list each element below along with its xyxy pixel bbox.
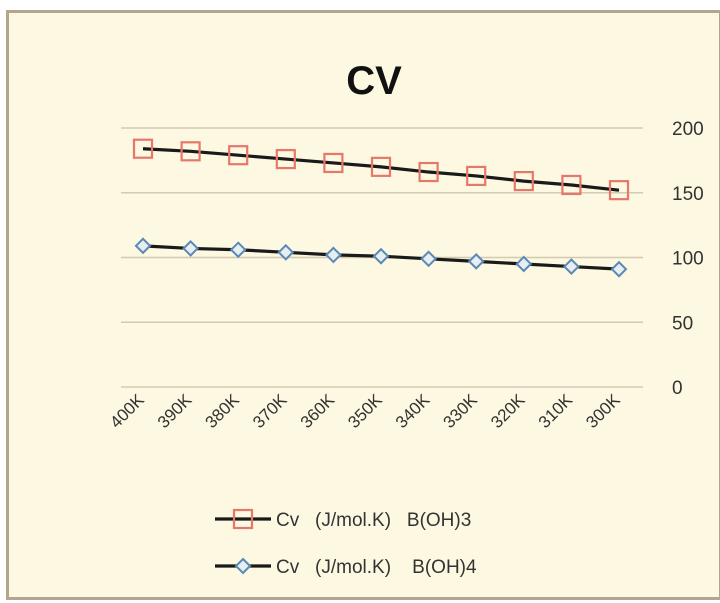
y-tick-label: 0 [672,378,683,399]
data-point [515,255,533,273]
x-tick-label: 310K [535,390,577,432]
x-tick-label: 370K [249,390,291,432]
y-axis-ticks: 0 50 100 150 200 [672,119,704,399]
y-tick-label: 50 [672,313,693,334]
data-point [561,174,582,196]
legend-item: Cv (J/mol.K) B(OH)3 [215,508,471,531]
y-tick-label: 200 [672,119,704,140]
data-point [372,247,390,265]
data-point [467,252,485,270]
data-point [275,148,296,170]
data-point [420,250,438,268]
data-point [466,165,487,187]
x-tick-label: 320K [487,390,529,432]
data-point [370,156,392,177]
x-tick-label: 300K [582,390,624,432]
x-tick-label: 360K [297,390,339,432]
x-tick-label: 400K [106,390,148,432]
legend: Cv (J/mol.K) B(OH)3 Cv (J/mol.K) B(OH)4 [215,508,477,578]
y-tick-label: 100 [672,249,704,270]
data-point [324,246,342,264]
data-point [228,145,249,166]
data-point [513,170,534,192]
y-tick-label: 150 [672,184,704,205]
data-point [418,161,439,183]
legend-label: Cv (J/mol.K) B(OH)3 [276,510,471,531]
data-point [323,152,344,174]
series-2 [134,237,628,278]
data-point [608,180,630,201]
data-point [610,260,628,278]
data-point [182,240,200,257]
x-axis-ticks: 400K 390K 380K 370K 360K 350K 340K 330K 320K 310K… [106,390,624,432]
series-1 [132,138,630,201]
x-tick-label: 350K [344,390,386,432]
legend-marker-swatch [232,508,254,530]
x-tick-label: 380K [202,390,244,432]
series-line [142,147,620,192]
chart-title: CV [346,59,402,103]
chart-svg: CV 0 50 100 150 200 400K 390K 380K 370K 360K 350K… [106,59,704,578]
series-layer [132,138,630,278]
x-tick-label: 330K [440,390,482,432]
legend-item: Cv (J/mol.K) B(OH)4 [215,557,477,578]
data-point [134,237,152,255]
chart-frame: CV 0 50 100 150 200 400K 390K 380K 370K 360K 350K… [6,10,720,600]
data-point [277,243,295,261]
legend-marker-swatch [234,557,252,575]
data-point [229,241,247,259]
x-tick-label: 390K [154,390,196,432]
x-tick-label: 340K [392,390,434,432]
data-point [180,141,201,162]
data-point [562,258,580,275]
legend-label: Cv (J/mol.K) B(OH)4 [276,557,477,578]
data-point [132,138,154,159]
